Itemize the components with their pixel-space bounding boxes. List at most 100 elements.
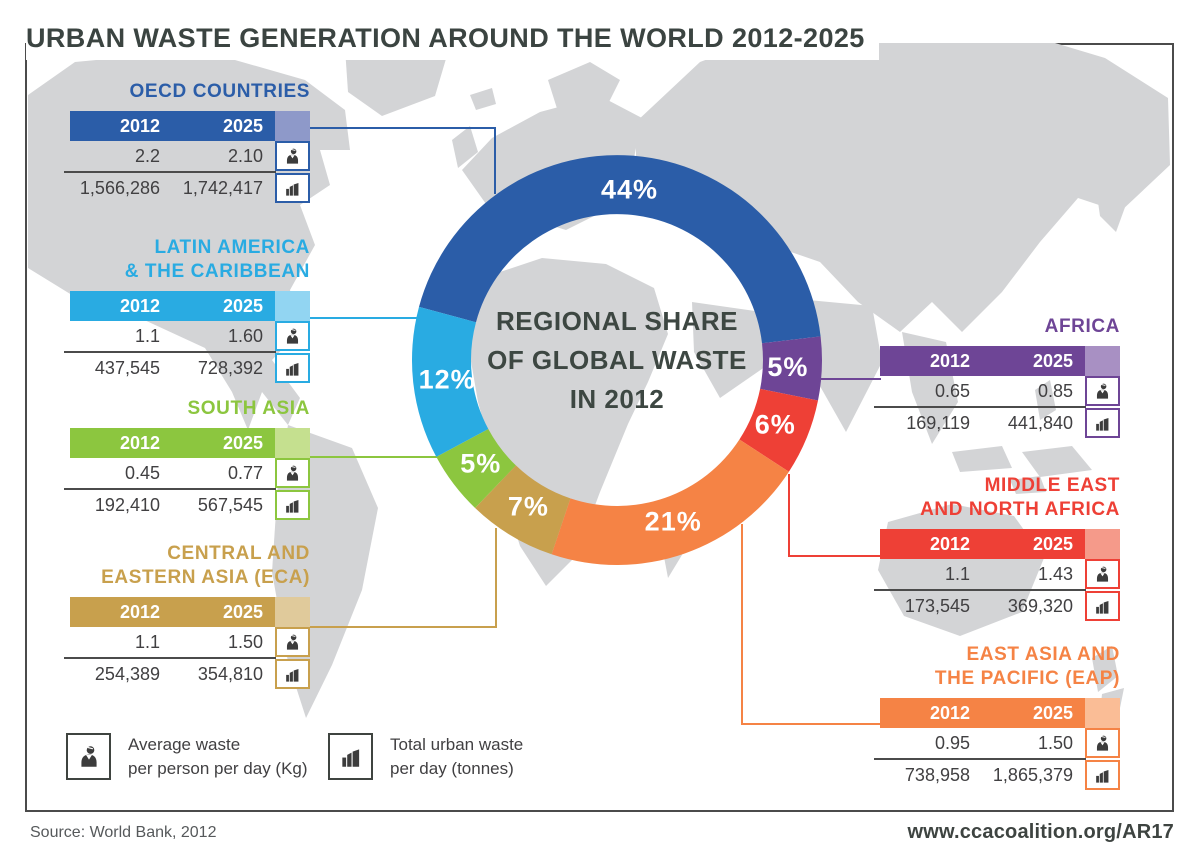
total-waste-row: 437,545 728,392 bbox=[70, 353, 310, 383]
person-icon bbox=[275, 458, 310, 488]
connector-eap bbox=[741, 524, 881, 725]
donut-percent-labels: 44%5%6%21%7%5%12% bbox=[419, 175, 808, 537]
legend-avg-waste-label: Average waste per person per day (Kg) bbox=[128, 735, 308, 778]
year-2025-header: 2025 bbox=[1032, 703, 1073, 723]
total-2025-value: 728,392 bbox=[197, 358, 263, 378]
buildings-icon bbox=[1085, 760, 1120, 790]
year-header-bar: 2012 2025 bbox=[70, 428, 275, 458]
row-divider bbox=[874, 758, 1086, 760]
table-header-row: 2012 2025 bbox=[70, 597, 310, 627]
buildings-icon bbox=[275, 659, 310, 689]
total-2012-value: 169,119 bbox=[906, 413, 970, 433]
donut-segment-latam bbox=[411, 306, 489, 457]
connector-oecd bbox=[310, 127, 496, 194]
avg-2012-value: 0.65 bbox=[934, 381, 970, 401]
header-end-cap bbox=[275, 291, 310, 321]
total-waste-row: 254,389 354,810 bbox=[70, 659, 310, 689]
donut-label-oecd: 44% bbox=[601, 175, 658, 205]
total-2012-value: 1,566,286 bbox=[79, 178, 160, 198]
total-2012-value: 173,545 bbox=[904, 596, 970, 616]
connector-eca bbox=[310, 528, 497, 628]
row-divider bbox=[64, 657, 276, 659]
year-2025-header: 2025 bbox=[1032, 534, 1073, 554]
header-end-cap bbox=[275, 428, 310, 458]
legend-total-waste-label: Total urban waste per day (tonnes) bbox=[390, 735, 524, 778]
table-header-row: 2012 2025 bbox=[880, 346, 1120, 376]
donut-segment-oecd bbox=[419, 155, 821, 344]
region-title: OECD COUNTRIES bbox=[129, 81, 310, 102]
legend-total-waste: Total urban waste per day (tonnes) bbox=[328, 733, 523, 781]
header-end-cap bbox=[1085, 698, 1120, 728]
total-2012-value: 738,958 bbox=[904, 765, 970, 785]
total-waste-row: 738,958 1,865,379 bbox=[880, 760, 1120, 790]
donut-segment-eap bbox=[551, 439, 789, 566]
table-header-row: 2012 2025 bbox=[70, 111, 310, 141]
avg-waste-row: 0.65 0.85 bbox=[880, 376, 1120, 406]
year-2012-header: 2012 bbox=[119, 296, 160, 316]
donut-segment-southasia bbox=[436, 429, 516, 508]
total-2025-value: 567,545 bbox=[197, 495, 263, 515]
avg-waste-row: 1.1 1.43 bbox=[880, 559, 1120, 589]
region-table-middle-east-north-africa: MIDDLE EAST AND NORTH AFRICA 2012 2025 1… bbox=[874, 475, 1120, 621]
region-title: EAST ASIA AND THE PACIFIC (EAP) bbox=[934, 644, 1120, 689]
year-2025-header: 2025 bbox=[222, 602, 263, 622]
year-2012-header: 2012 bbox=[929, 703, 970, 723]
year-2025-header: 2025 bbox=[1032, 351, 1073, 371]
donut-chart bbox=[411, 155, 822, 566]
donut-label-latam: 12% bbox=[419, 365, 476, 395]
donut-segment-mena bbox=[739, 388, 818, 472]
avg-2012-value: 1.1 bbox=[134, 632, 160, 652]
avg-waste-row: 2.2 2.10 bbox=[70, 141, 310, 171]
avg-2012-value: 1.1 bbox=[944, 564, 970, 584]
row-divider bbox=[64, 351, 276, 353]
avg-2012-value: 2.2 bbox=[134, 146, 160, 166]
header-end-cap bbox=[275, 111, 310, 141]
connector-mena bbox=[788, 474, 881, 557]
person-icon bbox=[275, 141, 310, 171]
region-table-latin-america: LATIN AMERICA & THE CARIBBEAN 2012 2025 … bbox=[64, 237, 310, 383]
donut-label-eap: 21% bbox=[645, 507, 702, 537]
region-table-africa: AFRICA 2012 2025 0.65 0.85 169,119 441,8… bbox=[874, 316, 1120, 438]
avg-waste-row: 0.45 0.77 bbox=[70, 458, 310, 488]
total-waste-row: 192,410 567,545 bbox=[70, 490, 310, 520]
year-2025-header: 2025 bbox=[222, 296, 263, 316]
region-table-oecd: OECD COUNTRIES 2012 2025 2.2 2.10 1,566,… bbox=[64, 81, 310, 203]
year-header-bar: 2012 2025 bbox=[70, 597, 275, 627]
year-2012-header: 2012 bbox=[119, 433, 160, 453]
avg-2025-value: 2.10 bbox=[227, 146, 263, 166]
year-2025-header: 2025 bbox=[222, 433, 263, 453]
year-header-bar: 2012 2025 bbox=[880, 529, 1085, 559]
region-title: MIDDLE EAST AND NORTH AFRICA bbox=[920, 475, 1120, 520]
total-2025-value: 441,840 bbox=[1007, 413, 1073, 433]
page-title: URBAN WASTE GENERATION AROUND THE WORLD … bbox=[26, 22, 879, 60]
avg-2025-value: 0.85 bbox=[1037, 381, 1073, 401]
year-2012-header: 2012 bbox=[929, 351, 970, 371]
person-icon bbox=[1085, 559, 1120, 589]
region-title: LATIN AMERICA & THE CARIBBEAN bbox=[124, 237, 310, 282]
buildings-icon bbox=[275, 173, 310, 203]
buildings-icon bbox=[1085, 408, 1120, 438]
donut-segment-africa bbox=[760, 336, 822, 401]
buildings-icon bbox=[275, 353, 310, 383]
total-2012-value: 192,410 bbox=[94, 495, 160, 515]
person-icon bbox=[66, 733, 111, 780]
person-icon bbox=[1085, 376, 1120, 406]
year-2012-header: 2012 bbox=[119, 116, 160, 136]
total-2012-value: 437,545 bbox=[94, 358, 160, 378]
buildings-icon bbox=[275, 490, 310, 520]
donut-segment-eca bbox=[475, 465, 571, 555]
donut-label-africa: 5% bbox=[767, 352, 808, 382]
region-table-east-asia-pacific: EAST ASIA AND THE PACIFIC (EAP) 2012 202… bbox=[874, 644, 1120, 790]
donut-center-label: REGIONAL SHARE OF GLOBAL WASTE IN 2012 bbox=[487, 306, 747, 414]
donut-label-mena: 6% bbox=[755, 410, 796, 440]
year-header-bar: 2012 2025 bbox=[70, 111, 275, 141]
region-table-south-asia: SOUTH ASIA 2012 2025 0.45 0.77 192,410 5… bbox=[64, 398, 310, 520]
person-icon bbox=[1085, 728, 1120, 758]
row-divider bbox=[64, 488, 276, 490]
row-divider bbox=[64, 171, 276, 173]
person-icon bbox=[275, 321, 310, 351]
region-title: CENTRAL AND EASTERN ASIA (ECA) bbox=[101, 543, 310, 588]
header-end-cap bbox=[1085, 529, 1120, 559]
donut-label-eca: 7% bbox=[508, 491, 549, 521]
